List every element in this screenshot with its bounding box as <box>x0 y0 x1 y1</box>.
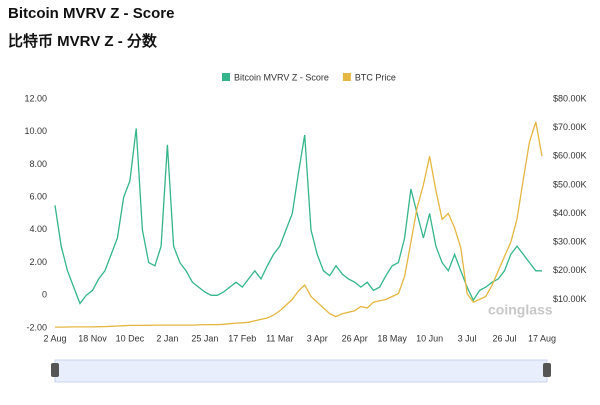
x-tick-label: 10 Jun <box>416 333 443 343</box>
x-tick-label: 18 Nov <box>78 333 107 343</box>
series-line <box>55 121 543 328</box>
chart-subtitle: 比特币 MVRV Z - 分数 <box>8 32 158 50</box>
legend-label: Bitcoin MVRV Z - Score <box>234 72 329 82</box>
y-tick-label: 10.00 <box>24 126 47 136</box>
y-tick-label: 0 <box>42 290 47 300</box>
x-tick-label: 25 Jan <box>191 333 218 343</box>
x-tick-label: 3 Apr <box>307 333 328 343</box>
x-tick-label: 26 Jul <box>493 333 517 343</box>
legend-swatch <box>342 73 351 81</box>
y-tick-label: 8.00 <box>29 159 47 169</box>
chart-title: Bitcoin MVRV Z - Score <box>8 5 174 22</box>
watermark: coinglass <box>488 302 553 318</box>
x-tick-label: 2 Jan <box>156 333 178 343</box>
y-tick-label: -2.00 <box>26 322 47 332</box>
y-tick-label: 4.00 <box>29 224 47 234</box>
range-navigator[interactable] <box>54 359 548 383</box>
x-tick-label: 3 Jul <box>458 333 477 343</box>
range-handle[interactable] <box>51 363 59 377</box>
y2-tick-label: $20.00K <box>553 265 587 275</box>
y2-tick-label: $60.00K <box>553 151 587 161</box>
y2-tick-label: $10.00K <box>553 294 587 304</box>
legend-label: BTC Price <box>355 72 396 82</box>
x-tick-label: 10 Dec <box>116 333 145 343</box>
x-tick-label: 17 Feb <box>228 333 256 343</box>
y-tick-label: 6.00 <box>29 192 47 202</box>
x-tick-label: 2 Aug <box>43 333 66 343</box>
y2-tick-label: $50.00K <box>553 179 587 189</box>
y2-tick-label: $70.00K <box>553 122 587 132</box>
x-tick-label: 26 Apr <box>342 333 368 343</box>
y2-tick-label: $80.00K <box>553 93 587 103</box>
x-tick-label: 18 May <box>377 333 407 343</box>
y-tick-label: 2.00 <box>29 257 47 267</box>
y-tick-label: 12.00 <box>24 93 47 103</box>
range-handle[interactable] <box>543 363 551 377</box>
x-tick-label: 11 Mar <box>266 333 293 343</box>
y2-tick-label: $30.00K <box>553 237 587 247</box>
x-tick-label: 17 Aug <box>528 333 556 343</box>
y2-tick-label: $40.00K <box>553 208 587 218</box>
legend-swatch <box>222 73 230 81</box>
series-line <box>54 128 542 305</box>
